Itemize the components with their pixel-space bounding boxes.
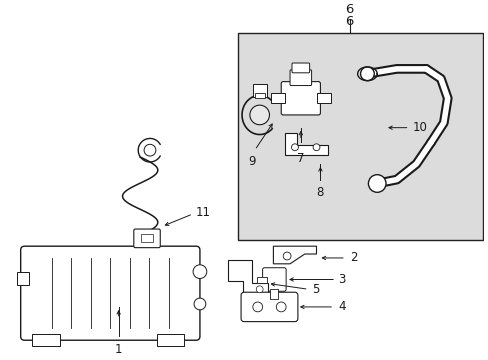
Bar (141, 234, 153, 242)
Text: 10: 10 (412, 121, 427, 134)
Text: 3: 3 (337, 273, 345, 286)
Circle shape (256, 286, 263, 293)
Bar (270, 289, 278, 299)
FancyBboxPatch shape (241, 292, 297, 321)
Bar (256, 276, 266, 283)
Text: 1: 1 (115, 343, 122, 356)
Polygon shape (273, 246, 316, 264)
Circle shape (144, 144, 156, 156)
Circle shape (249, 105, 269, 125)
Circle shape (193, 265, 206, 279)
Text: 5: 5 (312, 283, 319, 296)
Circle shape (312, 144, 319, 151)
Polygon shape (228, 260, 267, 295)
Circle shape (252, 302, 262, 312)
Circle shape (283, 252, 290, 260)
Bar (271, 93, 285, 103)
FancyBboxPatch shape (134, 229, 160, 248)
Bar (238, 33, 482, 240)
Text: 8: 8 (316, 186, 324, 199)
Circle shape (360, 67, 373, 81)
Text: 9: 9 (247, 155, 255, 168)
Text: 4: 4 (337, 300, 345, 314)
Circle shape (276, 302, 285, 312)
Text: 6: 6 (345, 15, 353, 28)
FancyBboxPatch shape (291, 63, 309, 73)
Bar (317, 93, 330, 103)
Bar (254, 93, 264, 98)
Bar (17, 272, 28, 285)
Text: 6: 6 (345, 3, 353, 16)
FancyBboxPatch shape (20, 246, 200, 340)
FancyBboxPatch shape (281, 82, 320, 115)
FancyBboxPatch shape (289, 70, 311, 86)
Circle shape (367, 175, 385, 192)
Bar (252, 84, 266, 97)
Text: 11: 11 (196, 206, 211, 219)
Circle shape (194, 298, 205, 310)
Circle shape (291, 144, 298, 151)
Bar (32, 334, 60, 346)
Polygon shape (285, 132, 327, 155)
FancyBboxPatch shape (262, 268, 285, 291)
Text: 7: 7 (297, 152, 304, 165)
Bar (157, 334, 184, 346)
Text: 2: 2 (349, 251, 357, 265)
